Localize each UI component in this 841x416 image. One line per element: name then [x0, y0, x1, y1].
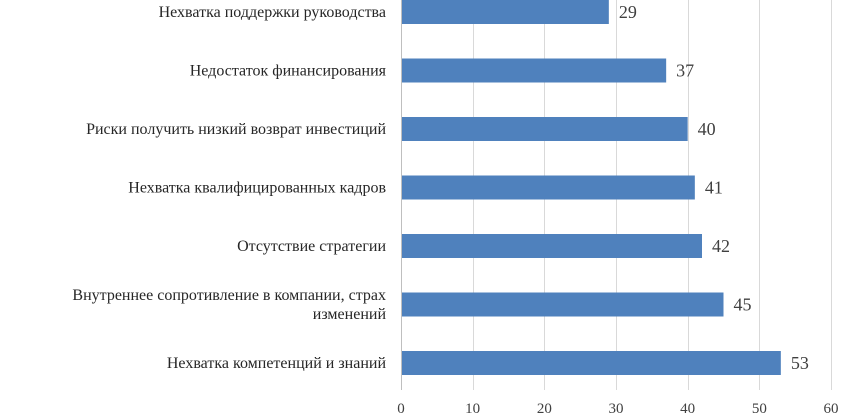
data-label: 42 — [712, 236, 730, 256]
x-tick-label: 50 — [752, 401, 767, 416]
x-tick-label: 20 — [537, 401, 552, 416]
bar — [402, 58, 667, 83]
category-label: Нехватка компетенций и знаний — [167, 355, 387, 372]
bar — [402, 175, 695, 200]
data-label: 45 — [734, 295, 752, 315]
x-tick-label: 30 — [609, 401, 624, 416]
x-tick-label: 10 — [465, 401, 480, 416]
category-label: изменений — [313, 306, 387, 323]
data-label: 53 — [791, 353, 809, 373]
data-label: 29 — [619, 2, 637, 22]
data-label: 40 — [698, 119, 716, 139]
bar — [402, 117, 688, 141]
bar — [402, 351, 781, 375]
category-label: Нехватка квалифицированных кадров — [128, 180, 386, 197]
data-label: 41 — [705, 178, 723, 198]
category-label: Нехватка поддержки руководства — [159, 4, 386, 21]
x-axis-ticks: 0 10 20 30 40 50 60 — [397, 401, 838, 416]
bar — [402, 234, 702, 258]
bar — [402, 0, 609, 24]
data-labels: 29 37 40 41 42 45 53 — [619, 2, 809, 373]
x-tick-label: 60 — [824, 401, 839, 416]
x-tick-label: 0 — [397, 401, 405, 416]
data-label: 37 — [676, 61, 694, 81]
category-label: Внутреннее сопротивление в компании, стр… — [72, 287, 386, 304]
bars — [402, 0, 781, 375]
category-labels: Нехватка поддержки руководства Недостаток… — [72, 4, 386, 372]
category-label: Риски получить низкий возврат инвестиций — [86, 121, 386, 138]
x-tick-label: 40 — [680, 401, 695, 416]
bar — [402, 292, 724, 317]
category-label: Отсутствие стратегии — [237, 238, 386, 255]
category-label: Недостаток финансирования — [190, 63, 387, 80]
